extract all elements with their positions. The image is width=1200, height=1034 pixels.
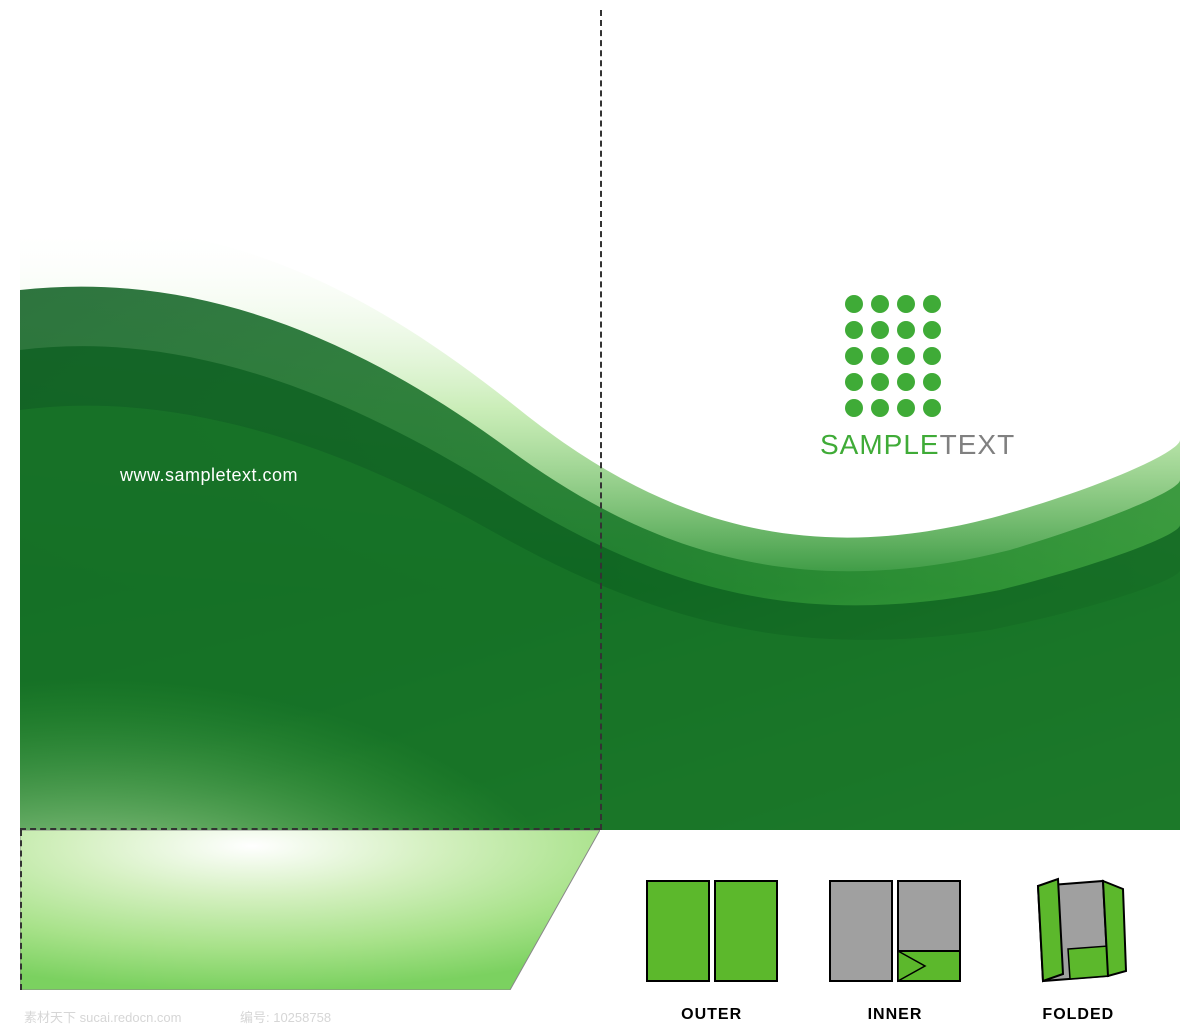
logo-dot-grid bbox=[845, 295, 1020, 417]
logo-dot bbox=[871, 347, 889, 365]
watermark-left: 素材天下 sucai.redocn.com bbox=[24, 1007, 182, 1026]
logo-dot bbox=[897, 321, 915, 339]
logo-dot bbox=[897, 399, 915, 417]
pocket-flap bbox=[20, 830, 600, 990]
logo-suffix-text: TEXT bbox=[940, 429, 1016, 460]
logo-dot bbox=[871, 399, 889, 417]
logo-dot bbox=[845, 347, 863, 365]
logo-dot bbox=[845, 399, 863, 417]
folded-label: FOLDED bbox=[1042, 1006, 1114, 1024]
folder-template: www.sampletext.com SAMPLETEXT bbox=[20, 10, 1180, 830]
logo-dot bbox=[897, 295, 915, 313]
fold-line-vertical bbox=[600, 10, 602, 830]
folded-icon bbox=[1008, 871, 1148, 991]
logo-text: SAMPLETEXT bbox=[820, 429, 1020, 461]
watermark-right: 编号: 10258758 bbox=[240, 1007, 331, 1026]
logo-dot bbox=[845, 373, 863, 391]
main-canvas: www.sampletext.com SAMPLETEXT bbox=[0, 0, 1200, 1034]
preview-outer: OUTER bbox=[642, 871, 782, 1024]
logo-dot bbox=[871, 373, 889, 391]
logo-dot bbox=[897, 347, 915, 365]
pocket-fold-line bbox=[20, 830, 22, 990]
logo-dot bbox=[845, 321, 863, 339]
logo-sample-text: SAMPLE bbox=[820, 429, 940, 460]
inner-label: INNER bbox=[868, 1006, 923, 1024]
logo-dot bbox=[897, 373, 915, 391]
logo-dot bbox=[923, 295, 941, 313]
logo-dot bbox=[923, 347, 941, 365]
logo-dot bbox=[845, 295, 863, 313]
logo-dot bbox=[923, 399, 941, 417]
logo-dot bbox=[871, 295, 889, 313]
preview-inner: INNER bbox=[825, 871, 965, 1024]
logo-dot bbox=[871, 321, 889, 339]
preview-folded: FOLDED bbox=[1008, 871, 1148, 1024]
logo-area: SAMPLETEXT bbox=[820, 295, 1020, 461]
outer-icon bbox=[642, 871, 782, 991]
logo-dot bbox=[923, 373, 941, 391]
website-url: www.sampletext.com bbox=[120, 465, 298, 486]
preview-section: OUTER INNER FOLDED bbox=[620, 844, 1170, 1024]
logo-dot bbox=[923, 321, 941, 339]
outer-label: OUTER bbox=[681, 1006, 742, 1024]
inner-icon bbox=[825, 871, 965, 991]
